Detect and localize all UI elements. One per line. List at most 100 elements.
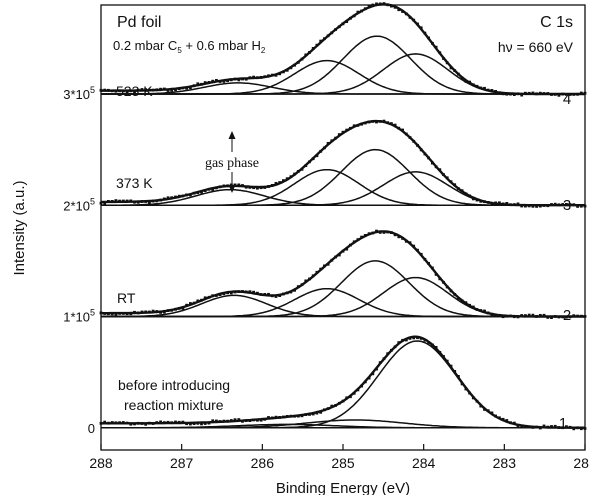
data-point	[107, 421, 110, 425]
data-point	[367, 5, 371, 9]
data-point	[323, 37, 326, 41]
data-point	[512, 93, 516, 96]
photon-energy-label: hν = 660 eV	[498, 39, 574, 55]
data-point	[125, 312, 129, 316]
data-point	[404, 338, 408, 342]
data-point	[349, 243, 352, 247]
data-point	[546, 92, 550, 95]
data-point	[393, 345, 397, 349]
data-point	[360, 384, 363, 388]
data-point	[337, 401, 341, 405]
data-point	[438, 277, 442, 281]
sample-label: Pd foil	[117, 14, 161, 31]
data-point	[196, 82, 200, 86]
data-point	[583, 427, 587, 430]
data-point	[419, 252, 423, 256]
data-point	[471, 396, 475, 400]
data-point	[293, 172, 296, 176]
data-point	[133, 200, 136, 204]
data-point	[155, 199, 159, 203]
data-point	[457, 375, 460, 378]
spectrum-number-4: 4	[563, 91, 571, 108]
data-point	[315, 43, 319, 47]
data-point	[401, 338, 404, 342]
data-point	[520, 204, 524, 208]
data-point	[408, 337, 412, 340]
data-point	[323, 408, 326, 412]
data-point	[378, 361, 382, 364]
data-point	[501, 202, 505, 206]
data-point	[233, 290, 237, 294]
data-point	[352, 14, 356, 18]
data-point	[252, 290, 255, 294]
data-point	[319, 149, 323, 153]
data-point	[296, 61, 300, 64]
data-point	[248, 419, 252, 422]
data-point	[103, 201, 107, 205]
data-point	[501, 417, 505, 421]
data-point	[579, 91, 583, 95]
data-point	[553, 93, 557, 96]
data-point	[471, 197, 475, 201]
data-point	[356, 124, 360, 127]
data-point	[300, 57, 304, 61]
data-point	[512, 203, 516, 206]
data-point	[140, 422, 144, 425]
data-points-4	[99, 2, 587, 97]
fit-envelope-3	[101, 119, 585, 207]
data-point	[148, 310, 151, 314]
component-peak-1-2	[101, 423, 585, 429]
data-point	[274, 73, 278, 77]
data-point	[565, 315, 568, 319]
data-point	[408, 16, 412, 19]
data-point	[460, 382, 464, 386]
data-point	[464, 387, 468, 391]
gas-mixture-label: 0.2 mbar C5 + 0.6 mbar H2	[113, 38, 266, 55]
data-point	[557, 93, 561, 97]
data-point	[490, 201, 494, 205]
data-point	[136, 421, 140, 425]
fit-envelope-2	[101, 230, 585, 318]
data-point	[527, 91, 531, 95]
data-point	[274, 295, 278, 298]
data-point	[304, 413, 308, 416]
data-point	[404, 12, 408, 16]
data-point	[464, 80, 468, 83]
data-point	[174, 307, 177, 311]
data-point	[371, 231, 375, 235]
data-point	[352, 391, 356, 395]
data-point	[431, 266, 434, 270]
data-point	[267, 292, 270, 296]
data-point	[397, 341, 401, 344]
data-point	[494, 90, 497, 93]
data-point	[233, 77, 237, 81]
data-point	[363, 7, 367, 11]
data-point	[256, 76, 259, 80]
data-point	[233, 418, 237, 422]
data-point	[319, 39, 323, 43]
data-point	[576, 205, 579, 208]
data-point	[222, 292, 226, 296]
data-point	[259, 76, 263, 79]
data-point	[289, 290, 293, 294]
data-point	[501, 315, 505, 319]
data-point	[192, 191, 196, 195]
data-point	[445, 359, 449, 363]
data-point	[308, 160, 311, 164]
data-point	[423, 31, 427, 35]
data-point	[252, 186, 255, 190]
data-point	[520, 93, 524, 97]
y-axis-label: Intensity (a.u.)	[11, 180, 28, 275]
data-point	[319, 410, 323, 414]
data-point	[345, 20, 349, 23]
data-point	[553, 202, 557, 206]
data-point	[546, 204, 550, 208]
x-tick-label-2: 286	[251, 455, 275, 471]
data-point	[468, 303, 471, 307]
data-point	[218, 80, 222, 83]
data-point	[293, 63, 296, 67]
data-point	[423, 257, 427, 261]
data-point	[174, 195, 177, 199]
data-point	[200, 298, 203, 302]
data-point	[274, 182, 278, 185]
